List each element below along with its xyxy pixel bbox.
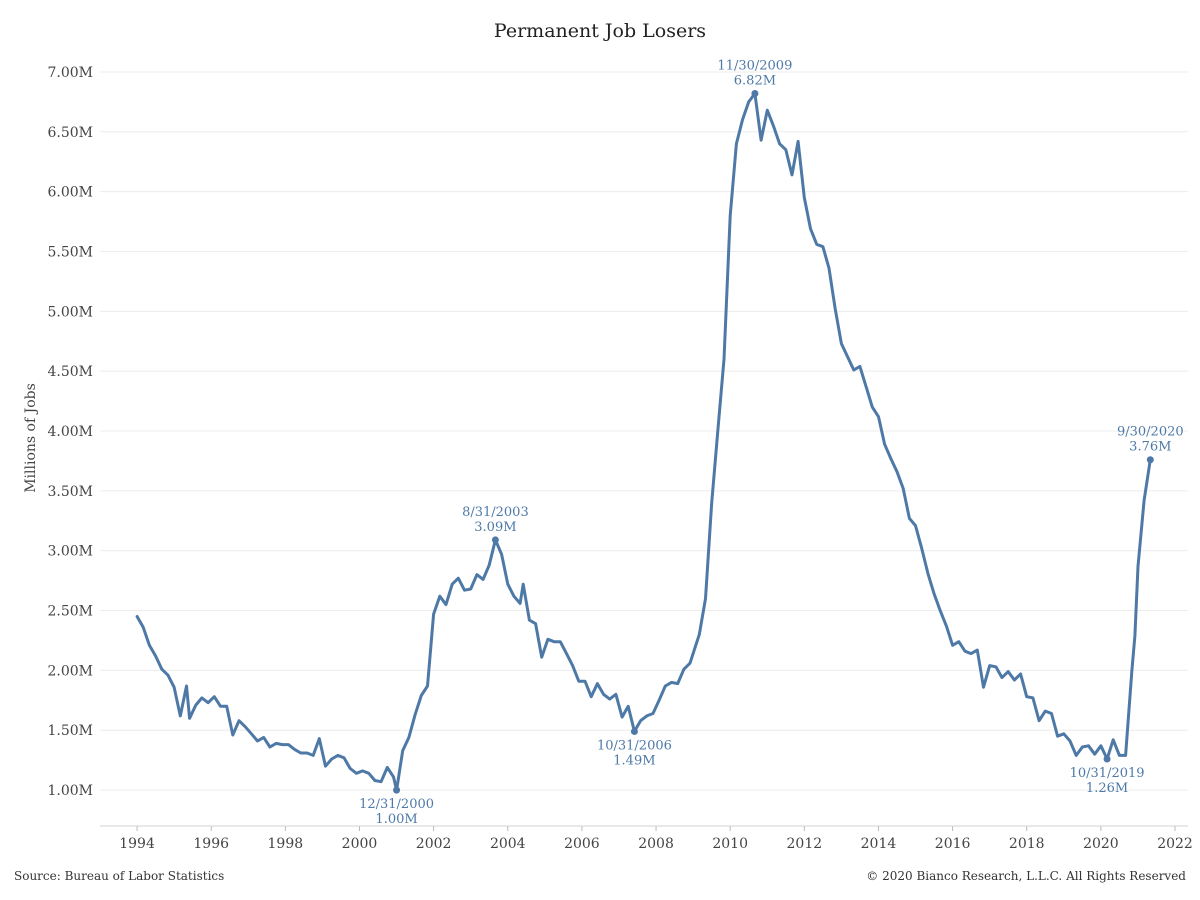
chart-title: Permanent Job Losers [494, 20, 706, 42]
y-axis-ticks: 1.00M 1.50M 2.00M 2.50M 3.00M 3.50M 4.00M 4.50M… [47, 65, 93, 799]
x-tick-label: 1994 [119, 836, 155, 852]
x-tick-label: 2016 [935, 836, 971, 852]
annotation-value: 1.26M [1086, 781, 1128, 796]
x-axis-ticks: 1994 1996 1998 2000 2002 2004 2006 2008 2010 2012… [119, 826, 1193, 852]
x-tick-label: 1998 [268, 836, 304, 852]
x-tick-label: 2012 [787, 836, 823, 852]
annotation-point [393, 786, 401, 794]
copyright-note: © 2020 Bianco Research, L.L.C. All Right… [866, 869, 1186, 883]
annotation-point [630, 727, 638, 735]
annotation-point [1146, 456, 1154, 464]
x-tick-label: 2002 [416, 836, 452, 852]
y-tick-label: 1.50M [47, 723, 93, 739]
x-tick-label: 2018 [1009, 836, 1045, 852]
y-tick-label: 7.00M [47, 65, 93, 81]
y-tick-label: 2.00M [47, 663, 93, 679]
grid-lines [100, 71, 1188, 791]
annotation-point [1103, 755, 1111, 763]
x-tick-label: 2000 [342, 836, 378, 852]
y-tick-label: 2.50M [47, 604, 93, 620]
x-tick-label: 2008 [638, 836, 674, 852]
x-tick-label: 2022 [1157, 836, 1193, 852]
y-tick-label: 1.00M [47, 783, 93, 799]
annotation-value: 1.00M [375, 812, 417, 827]
x-tick-label: 2014 [861, 836, 897, 852]
x-tick-label: 1996 [193, 836, 229, 852]
annotation-value: 3.09M [474, 520, 516, 535]
source-note: Source: Bureau of Labor Statistics [14, 869, 225, 883]
x-tick-label: 2010 [712, 836, 748, 852]
y-tick-label: 5.00M [47, 304, 93, 320]
annotation-date: 11/30/2009 [717, 58, 792, 73]
x-tick-label: 2006 [564, 836, 600, 852]
annotation-value: 3.76M [1129, 440, 1171, 455]
y-tick-label: 4.00M [47, 424, 93, 440]
annotation-date: 9/30/2020 [1117, 425, 1184, 440]
annotation-value: 1.49M [613, 753, 655, 768]
annotation-point [491, 536, 499, 544]
annotation-value: 6.82M [734, 73, 776, 88]
y-tick-label: 3.50M [47, 484, 93, 500]
annotation-date: 12/31/2000 [359, 797, 434, 812]
y-tick-label: 3.00M [47, 544, 93, 560]
x-tick-label: 2004 [490, 836, 526, 852]
x-tick-label: 2020 [1083, 836, 1119, 852]
y-tick-label: 6.00M [47, 185, 93, 201]
y-tick-label: 5.50M [47, 244, 93, 260]
series-line [135, 92, 1152, 792]
y-axis-label: Millions of Jobs [23, 383, 39, 493]
annotation-date: 8/31/2003 [462, 505, 529, 520]
annotation-date: 10/31/2019 [1070, 766, 1145, 781]
annotation-date: 10/31/2006 [597, 738, 672, 753]
annotations: 12/31/20001.00M8/31/20033.09M10/31/20061… [359, 58, 1184, 827]
annotation-point [751, 89, 759, 97]
y-tick-label: 4.50M [47, 364, 93, 380]
y-tick-label: 6.50M [47, 125, 93, 141]
